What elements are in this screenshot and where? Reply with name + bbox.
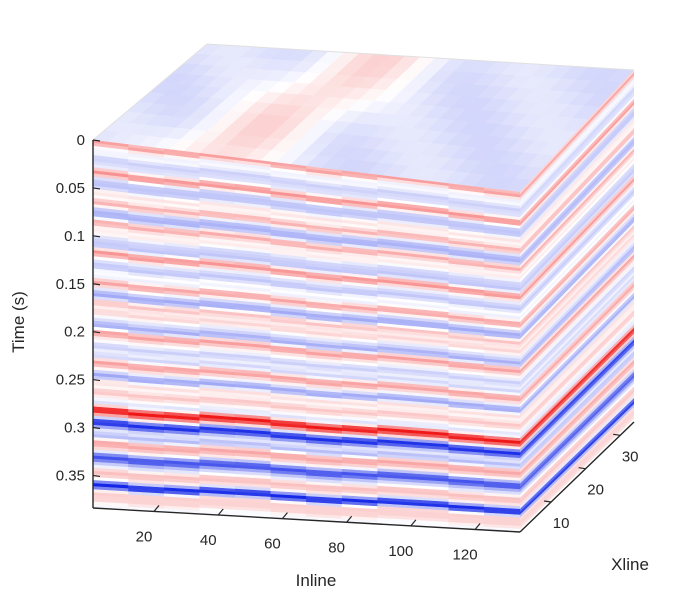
- inline-tick-mark: [410, 519, 417, 527]
- time-tick-label: 0.3: [64, 420, 85, 437]
- time-axis-label: Time (s): [9, 291, 28, 353]
- xline-tick-mark: [613, 433, 621, 436]
- inline-tick-label: 120: [453, 546, 478, 563]
- time-tick-mark: [92, 378, 101, 382]
- inline-tick-label: 20: [136, 528, 153, 545]
- inline-tick-label: 80: [328, 539, 345, 556]
- inline-tick-mark: [281, 512, 288, 520]
- cube-edge: [92, 43, 208, 141]
- cube-side-face: [520, 70, 634, 532]
- inline-tick-mark: [153, 505, 160, 512]
- xline-axis-ticks: 10 20 30: [544, 433, 639, 532]
- xline-tick-mark: [544, 500, 552, 503]
- inline-tick-mark: [474, 523, 481, 530]
- inline-tick-label: 60: [264, 536, 281, 553]
- time-axis-ticks: 0 0.05 0.1 0.15 0.2 0.25 0.3 0.35: [56, 132, 101, 484]
- xline-tick-label: 10: [553, 515, 570, 532]
- xline-tick-mark: [578, 467, 586, 470]
- xline-tick-label: 20: [587, 482, 604, 499]
- time-tick-mark: [92, 187, 101, 190]
- inline-tick-label: 100: [388, 543, 413, 560]
- time-tick-label: 0.15: [56, 276, 85, 293]
- time-tick-mark: [92, 331, 101, 334]
- time-tick-mark: [92, 426, 101, 430]
- time-tick-label: 0.25: [56, 372, 85, 389]
- xline-tick-label: 30: [622, 448, 639, 465]
- inline-tick-label: 40: [200, 532, 217, 549]
- time-tick-mark: [92, 283, 101, 286]
- time-tick-mark: [92, 139, 101, 142]
- inline-tick-mark: [217, 508, 224, 516]
- time-tick-label: 0: [77, 132, 85, 149]
- cube-edge: [206, 43, 635, 71]
- inline-axis-line: [92, 507, 521, 533]
- cube-front-face: [93, 140, 520, 532]
- inline-axis-label: Inline: [296, 571, 337, 590]
- cube-top-face: [93, 44, 634, 192]
- inline-tick-mark: [346, 515, 353, 523]
- time-tick-label: 0.1: [64, 228, 85, 245]
- time-tick-label: 0.35: [56, 467, 85, 484]
- time-tick-label: 0.05: [56, 180, 85, 197]
- inline-axis-ticks: 20 40 60 80 100 120: [136, 505, 481, 563]
- xline-axis-label: Xline: [611, 555, 649, 574]
- xline-axis-line: [519, 421, 635, 533]
- time-tick-label: 0.2: [64, 324, 85, 341]
- time-tick-mark: [92, 474, 101, 478]
- axes: [92, 43, 635, 533]
- time-tick-mark: [92, 235, 101, 238]
